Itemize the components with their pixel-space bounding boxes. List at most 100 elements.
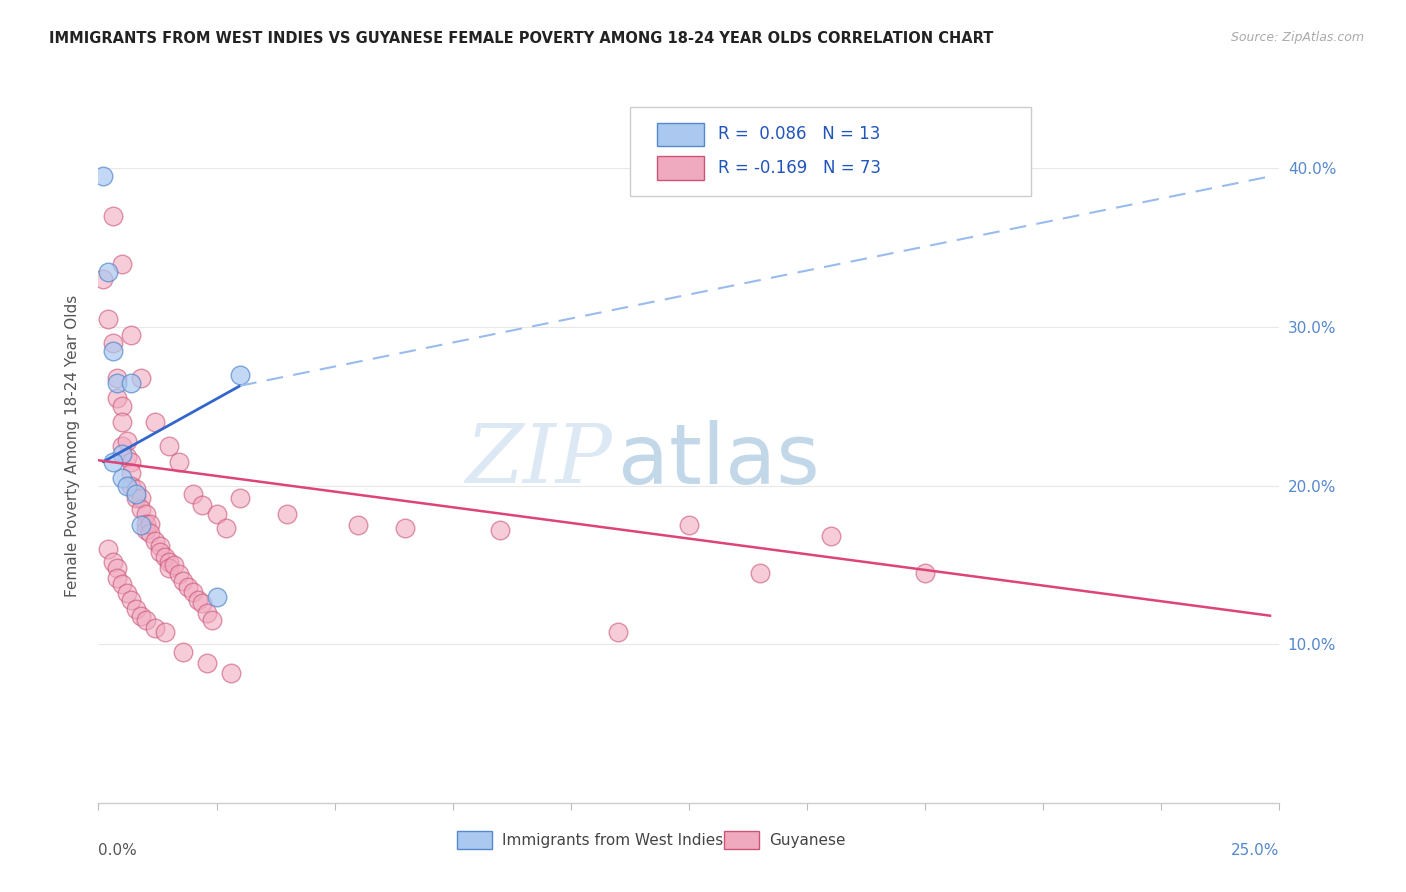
Point — [115, 450, 138, 464]
Y-axis label: Female Poverty Among 18-24 Year Olds: Female Poverty Among 18-24 Year Olds — [65, 295, 80, 597]
Point — [139, 516, 162, 531]
Point — [167, 567, 190, 582]
Point — [153, 549, 176, 564]
Point — [115, 586, 138, 600]
Text: R =  0.086   N = 13: R = 0.086 N = 13 — [718, 125, 880, 143]
Point — [191, 498, 214, 512]
Point — [111, 439, 134, 453]
Point — [748, 566, 770, 580]
Text: IMMIGRANTS FROM WEST INDIES VS GUYANESE FEMALE POVERTY AMONG 18-24 YEAR OLDS COR: IMMIGRANTS FROM WEST INDIES VS GUYANESE … — [49, 31, 994, 46]
Point — [201, 614, 224, 628]
Point — [111, 471, 134, 485]
Point — [135, 507, 157, 521]
Point — [191, 596, 214, 610]
Text: ZIP: ZIP — [465, 420, 612, 500]
Point — [149, 539, 172, 553]
Point — [143, 621, 166, 635]
Point — [125, 482, 148, 496]
Point — [121, 592, 143, 607]
Point — [101, 343, 124, 358]
Point — [229, 491, 252, 506]
Point — [172, 574, 194, 588]
Point — [105, 392, 128, 406]
Point — [111, 400, 134, 414]
FancyBboxPatch shape — [630, 107, 1032, 196]
Point — [129, 371, 152, 385]
Point — [177, 580, 200, 594]
Point — [121, 466, 143, 480]
Point — [195, 606, 218, 620]
Text: 0.0%: 0.0% — [98, 843, 138, 858]
Point — [607, 624, 630, 639]
Point — [97, 312, 120, 326]
Point — [157, 561, 180, 575]
Point — [125, 486, 148, 500]
Point — [111, 257, 134, 271]
Point — [97, 264, 120, 278]
Point — [163, 558, 186, 572]
Point — [167, 455, 190, 469]
Point — [394, 521, 416, 535]
Text: atlas: atlas — [619, 420, 820, 500]
Point — [111, 415, 134, 429]
Point — [91, 272, 114, 286]
Point — [101, 209, 124, 223]
Point — [195, 657, 218, 671]
FancyBboxPatch shape — [657, 156, 704, 180]
Point — [105, 561, 128, 575]
Text: Immigrants from West Indies: Immigrants from West Indies — [502, 833, 723, 847]
Point — [135, 516, 157, 531]
Point — [187, 592, 209, 607]
Point — [129, 518, 152, 533]
Point — [205, 507, 228, 521]
Text: Source: ZipAtlas.com: Source: ZipAtlas.com — [1230, 31, 1364, 45]
Point — [135, 614, 157, 628]
Point — [97, 542, 120, 557]
Point — [129, 491, 152, 506]
FancyBboxPatch shape — [657, 123, 704, 146]
Point — [205, 590, 228, 604]
Point — [121, 455, 143, 469]
Point — [111, 447, 134, 461]
Point — [276, 507, 298, 521]
Point — [105, 571, 128, 585]
Point — [91, 169, 114, 184]
Point — [139, 526, 162, 541]
Text: Guyanese: Guyanese — [769, 833, 845, 847]
Point — [219, 665, 242, 680]
Point — [157, 439, 180, 453]
Point — [105, 371, 128, 385]
Point — [153, 624, 176, 639]
Point — [215, 521, 238, 535]
Point — [157, 555, 180, 569]
Point — [121, 478, 143, 492]
Point — [121, 376, 143, 390]
Point — [135, 523, 157, 537]
Point — [229, 368, 252, 382]
Point — [115, 478, 138, 492]
Point — [101, 455, 124, 469]
Point — [129, 502, 152, 516]
Text: 25.0%: 25.0% — [1232, 843, 1279, 858]
Point — [820, 529, 842, 543]
Point — [129, 608, 152, 623]
Point — [101, 555, 124, 569]
Point — [115, 434, 138, 449]
Point — [914, 566, 936, 580]
Text: R = -0.169   N = 73: R = -0.169 N = 73 — [718, 159, 882, 177]
Point — [125, 491, 148, 506]
Point — [125, 602, 148, 616]
Point — [101, 335, 124, 350]
Point — [181, 585, 204, 599]
Point — [181, 486, 204, 500]
Point — [121, 328, 143, 343]
Point — [143, 415, 166, 429]
Point — [149, 545, 172, 559]
Point — [347, 518, 370, 533]
Point — [143, 534, 166, 549]
Point — [489, 523, 512, 537]
Point — [172, 645, 194, 659]
Point — [111, 577, 134, 591]
Point — [678, 518, 700, 533]
Point — [105, 376, 128, 390]
